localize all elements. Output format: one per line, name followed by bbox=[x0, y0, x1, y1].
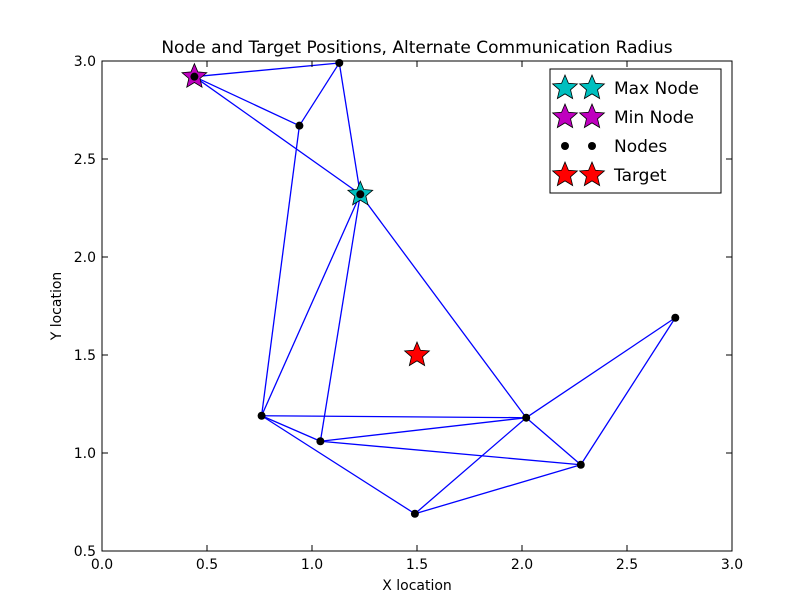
edge-5-7 bbox=[320, 417, 527, 442]
edge-4-6 bbox=[261, 415, 416, 515]
node-point-7 bbox=[522, 413, 531, 422]
x-tick-label: 0.0 bbox=[91, 557, 113, 573]
node-point-5 bbox=[316, 437, 325, 446]
legend-box bbox=[549, 68, 722, 194]
edge-3-7 bbox=[359, 193, 527, 419]
edge-0-2 bbox=[194, 76, 300, 127]
legend-marker-2-0 bbox=[561, 142, 569, 150]
legend-markers bbox=[551, 73, 606, 187]
y-tick-label: 3.0 bbox=[74, 54, 96, 70]
edges-layer bbox=[194, 62, 676, 515]
legend-marker-0-0 bbox=[551, 73, 579, 100]
ticks-layer: 0.0 0.5 1.0 1.5 2.0 2.5 3.00.51.01.52.02.53.0 bbox=[74, 54, 743, 573]
y-axis-label: Y location bbox=[49, 272, 65, 342]
node-point-6 bbox=[410, 509, 419, 518]
edge-3-5 bbox=[319, 194, 361, 442]
x-tick-label: 1.0 bbox=[301, 557, 323, 573]
legend-marker-2-1 bbox=[588, 142, 596, 150]
x-tick-label: 1.5 bbox=[406, 557, 428, 573]
edge-6-8 bbox=[414, 464, 581, 515]
y-tick-label: 1.0 bbox=[74, 446, 96, 462]
node-point-9 bbox=[671, 313, 680, 322]
edge-4-5 bbox=[261, 415, 321, 442]
nodes-layer bbox=[190, 58, 680, 518]
node-point-8 bbox=[576, 460, 585, 469]
y-tick-label: 2.0 bbox=[74, 250, 96, 266]
legend-marker-1-0 bbox=[551, 102, 579, 129]
edge-5-8 bbox=[320, 440, 581, 466]
edge-1-2 bbox=[298, 62, 340, 127]
edge-7-8 bbox=[525, 417, 582, 466]
legend-marker-1-1 bbox=[578, 102, 606, 129]
legend-marker-3-0 bbox=[551, 160, 579, 187]
edge-6-7 bbox=[414, 417, 527, 515]
legend-marker-0-1 bbox=[578, 73, 606, 100]
edge-8-9 bbox=[580, 317, 676, 466]
x-tick-label: 2.5 bbox=[616, 557, 638, 573]
legend-label-min-node: Min Node bbox=[614, 108, 694, 128]
edge-1-3 bbox=[338, 62, 361, 195]
node-point-2 bbox=[295, 121, 304, 130]
node-point-4 bbox=[257, 411, 266, 420]
legend: Max Node Min Node Nodes Target bbox=[549, 68, 722, 194]
x-axis-label: X location bbox=[382, 578, 452, 594]
legend-label-max-node: Max Node bbox=[614, 79, 699, 99]
chart-title: Node and Target Positions, Alternate Com… bbox=[161, 38, 672, 58]
x-tick-label: 0.5 bbox=[196, 557, 218, 573]
node-point-3 bbox=[356, 190, 365, 199]
edge-7-9 bbox=[525, 317, 676, 419]
x-tick-label: 3.0 bbox=[721, 557, 743, 573]
target-star bbox=[403, 340, 431, 367]
node-point-1 bbox=[335, 58, 344, 67]
edge-0-1 bbox=[194, 62, 340, 78]
stars-layer bbox=[403, 340, 431, 367]
edge-4-7 bbox=[261, 415, 527, 419]
legend-marker-3-1 bbox=[578, 160, 606, 187]
legend-label-target: Target bbox=[613, 166, 667, 186]
legend-label-nodes: Nodes bbox=[614, 137, 667, 157]
x-tick-label: 2.0 bbox=[511, 557, 533, 573]
y-tick-label: 2.5 bbox=[74, 152, 96, 168]
node-point-0 bbox=[190, 72, 199, 81]
edge-3-4 bbox=[261, 194, 361, 417]
edge-2-4 bbox=[260, 125, 301, 416]
y-tick-label: 1.5 bbox=[74, 348, 96, 364]
edge-0-3 bbox=[194, 76, 361, 195]
y-tick-label: 0.5 bbox=[74, 544, 96, 560]
